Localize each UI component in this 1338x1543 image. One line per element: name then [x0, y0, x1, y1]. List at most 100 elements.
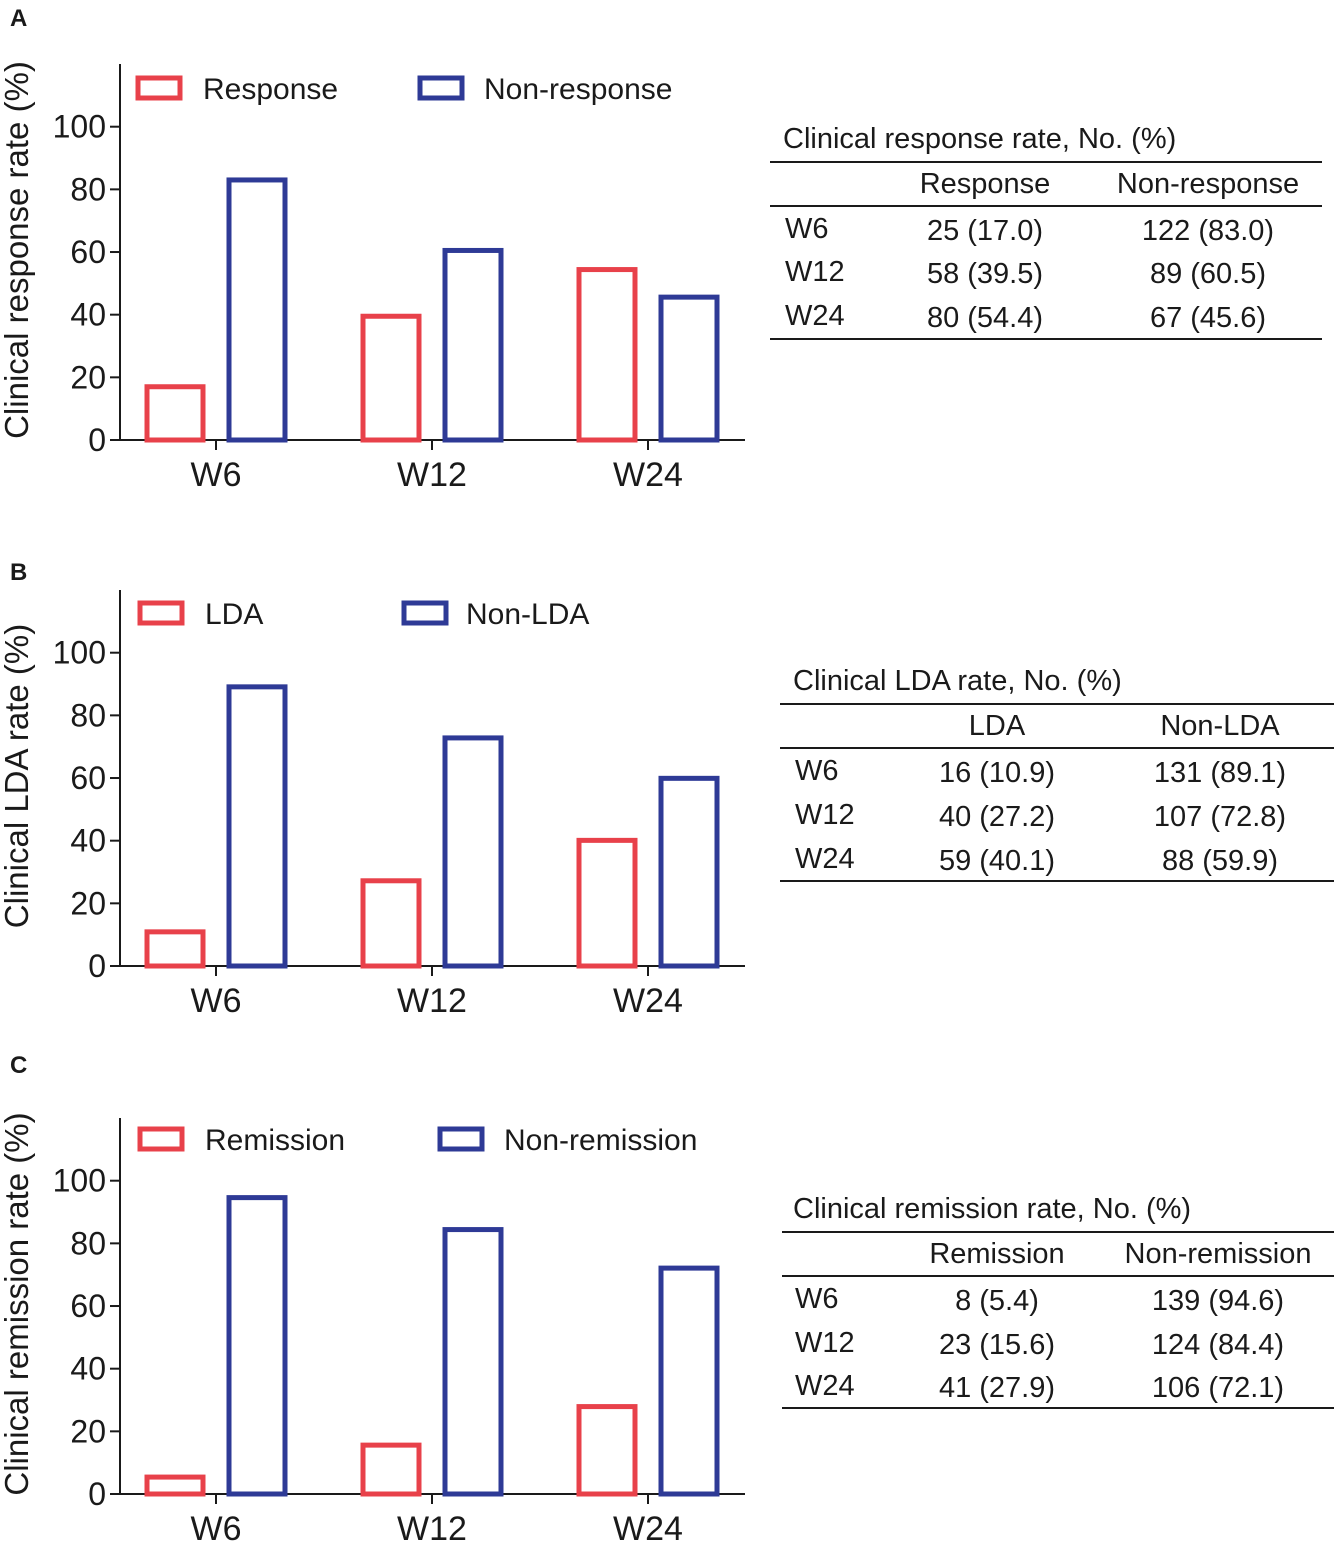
y-tick-label: 60 [70, 760, 106, 796]
bar-negative [442, 1227, 504, 1497]
legend-label: LDA [205, 598, 263, 631]
panel-label: B [10, 559, 27, 586]
panel-label: A [10, 5, 27, 32]
legend-label: Remission [205, 1124, 345, 1157]
table-title: Clinical response rate, No. (%) [783, 123, 1176, 155]
table-cell: 89 (60.5) [1150, 258, 1266, 290]
table-row-label: W6 [785, 213, 829, 245]
table-cell: 131 (89.1) [1154, 757, 1286, 789]
x-tick-label: W6 [191, 982, 242, 1020]
legend-label: Non-response [484, 73, 672, 106]
table-header: Remission [929, 1238, 1064, 1270]
y-tick-label: 0 [88, 422, 106, 458]
table-cell: 122 (83.0) [1142, 215, 1274, 247]
legend-swatch [137, 1126, 185, 1152]
x-tick-label: W6 [191, 456, 242, 494]
legend-swatch [401, 600, 449, 626]
bar-positive [360, 878, 422, 969]
table-cell: 40 (27.2) [939, 801, 1055, 833]
table-cell: 88 (59.9) [1162, 845, 1278, 877]
bar-positive [360, 1442, 422, 1497]
y-tick-label: 40 [70, 823, 106, 859]
table-cell: 67 (45.6) [1150, 302, 1266, 334]
y-tick-label: 80 [70, 171, 106, 207]
table-cell: 23 (15.6) [939, 1329, 1055, 1361]
bar-positive [144, 929, 206, 969]
y-tick-label: 20 [70, 885, 106, 921]
table-cell: 106 (72.1) [1152, 1372, 1284, 1404]
y-tick-label: 80 [70, 697, 106, 733]
table-row-label: W24 [785, 300, 845, 332]
x-tick-label: W12 [397, 1510, 467, 1543]
bar-negative [226, 1195, 288, 1497]
table-cell: 25 (17.0) [927, 215, 1043, 247]
bar-positive [144, 384, 206, 443]
y-axis-label: Clinical response rate (%) [0, 61, 35, 439]
table-header: Response [920, 168, 1051, 200]
table-cell: 139 (94.6) [1152, 1285, 1284, 1317]
y-tick-label: 100 [53, 109, 106, 145]
y-axis-label: Clinical LDA rate (%) [0, 624, 35, 928]
table-cell: 8 (5.4) [955, 1285, 1039, 1317]
panel-label: C [10, 1052, 27, 1079]
bar-positive [576, 267, 638, 443]
table-cell: 107 (72.8) [1154, 801, 1286, 833]
y-tick-label: 100 [53, 635, 106, 671]
x-tick-label: W12 [397, 982, 467, 1020]
x-tick-label: W24 [613, 1510, 683, 1543]
table-cell: 59 (40.1) [939, 845, 1055, 877]
table-header: Non-remission [1125, 1238, 1312, 1270]
table-row-label: W24 [795, 1370, 855, 1402]
y-tick-label: 60 [70, 234, 106, 270]
bar-positive [576, 837, 638, 969]
x-tick-label: W24 [613, 982, 683, 1020]
bar-negative [442, 735, 504, 969]
y-tick-label: 80 [70, 1225, 106, 1261]
table-header: Non-LDA [1160, 710, 1280, 742]
bar-positive [360, 313, 422, 443]
y-tick-label: 40 [70, 297, 106, 333]
y-axis-label: Clinical remission rate (%) [0, 1112, 35, 1495]
y-tick-label: 100 [53, 1163, 106, 1199]
table-cell: 41 (27.9) [939, 1372, 1055, 1404]
y-tick-label: 60 [70, 1288, 106, 1324]
bar-positive [576, 1404, 638, 1497]
table-row-label: W12 [795, 1327, 855, 1359]
legend-label: Non-LDA [466, 598, 589, 631]
table-header: Non-response [1117, 168, 1299, 200]
table-row-label: W6 [795, 1283, 839, 1315]
bar-negative [658, 1265, 720, 1497]
table-cell: 16 (10.9) [939, 757, 1055, 789]
legend-swatch [137, 600, 185, 626]
legend-label: Response [203, 73, 338, 106]
x-tick-label: W24 [613, 456, 683, 494]
bar-positive [144, 1474, 206, 1497]
y-tick-label: 40 [70, 1351, 106, 1387]
table-row-label: W6 [795, 755, 839, 787]
x-tick-label: W12 [397, 456, 467, 494]
table-cell: 124 (84.4) [1152, 1329, 1284, 1361]
legend-swatch [135, 75, 183, 101]
table-cell: 80 (54.4) [927, 302, 1043, 334]
table-row-label: W24 [795, 843, 855, 875]
table-title: Clinical LDA rate, No. (%) [793, 665, 1122, 697]
legend-label: Non-remission [504, 1124, 697, 1157]
x-tick-label: W6 [191, 1510, 242, 1543]
y-tick-label: 0 [88, 1476, 106, 1512]
legend-swatch [417, 75, 465, 101]
bar-negative [658, 775, 720, 969]
table-row-label: W12 [795, 799, 855, 831]
bar-negative [442, 247, 504, 443]
y-tick-label: 20 [70, 359, 106, 395]
legend-swatch [437, 1126, 485, 1152]
table-header: LDA [969, 710, 1026, 742]
y-tick-label: 20 [70, 1413, 106, 1449]
bar-negative [658, 294, 720, 443]
table-title: Clinical remission rate, No. (%) [793, 1193, 1191, 1225]
table-cell: 58 (39.5) [927, 258, 1043, 290]
table-row-label: W12 [785, 256, 845, 288]
bar-negative [226, 177, 288, 443]
bar-negative [226, 684, 288, 969]
y-tick-label: 0 [88, 948, 106, 984]
